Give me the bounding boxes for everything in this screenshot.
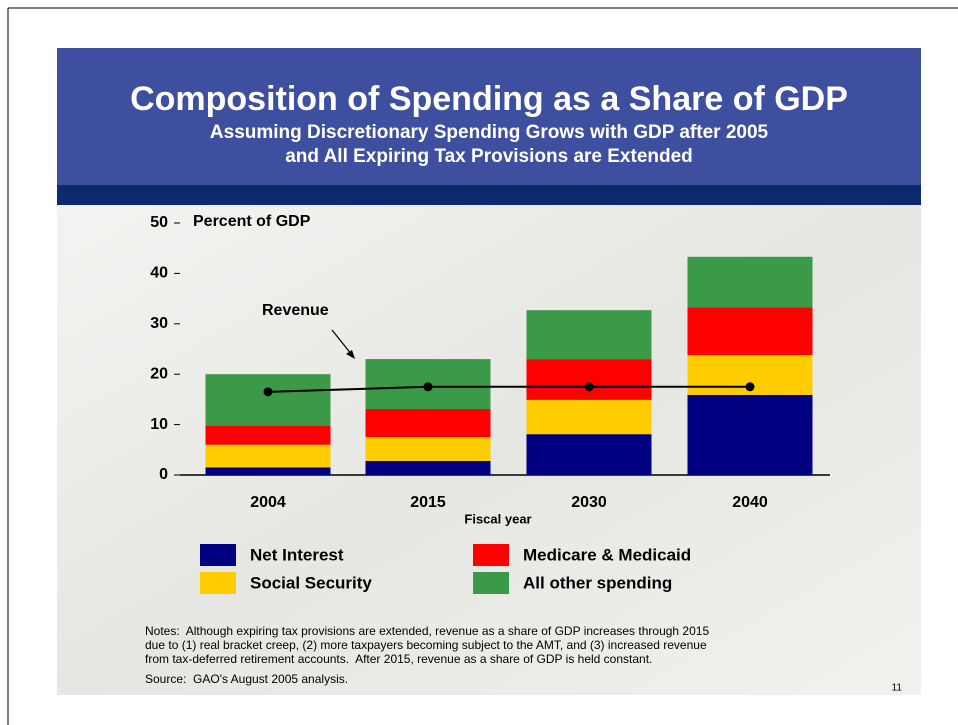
revenue-annotation: Revenue — [262, 302, 329, 319]
revenue-point — [263, 387, 273, 397]
bar-segment — [687, 256, 813, 308]
subtitle: and All Expiring Tax Provisions are Exte… — [285, 146, 693, 167]
notes: Notes: Although expiring tax provisions … — [145, 624, 709, 638]
legend-label: Net Interest — [250, 545, 344, 564]
y-tick-label: 10 — [150, 416, 168, 433]
x-tick-label: 2004 — [250, 494, 286, 511]
revenue-line — [267, 385, 750, 393]
header-stripe — [57, 185, 921, 205]
bar-segment — [205, 425, 331, 445]
x-tick-label: 2015 — [410, 494, 446, 511]
bar-segment — [526, 399, 652, 435]
revenue-point — [745, 382, 755, 392]
annotation-arrow — [331, 329, 353, 356]
bar-segment — [687, 307, 813, 356]
notes: from tax-deferred retirement accounts. A… — [145, 652, 652, 666]
revenue-point — [584, 382, 594, 392]
x-axis-label: Fiscal year — [464, 511, 531, 526]
subtitle: Assuming Discretionary Spending Grows wi… — [210, 122, 769, 143]
y-tick-label: 50 — [150, 214, 168, 231]
bar-segment — [526, 359, 652, 400]
legend-swatch — [200, 544, 236, 566]
bar-segment — [365, 460, 491, 475]
bar-segment — [205, 467, 331, 475]
y-tick-label: 0 — [159, 466, 168, 483]
legend-swatch — [473, 544, 509, 566]
legend-swatch — [473, 572, 509, 594]
y-tick-label: 20 — [150, 365, 168, 382]
legend-swatch — [200, 572, 236, 594]
bar-segment — [526, 434, 652, 475]
bar-segment — [687, 394, 813, 475]
y-axis-label: Percent of GDP — [193, 213, 311, 230]
bar-segment — [365, 437, 491, 461]
source: Source: GAO's August 2005 analysis. — [145, 672, 348, 686]
bar-segment — [205, 444, 331, 468]
y-tick-label: 30 — [150, 315, 168, 332]
legend-label: All other spending — [523, 573, 672, 592]
arrow-head — [346, 350, 355, 359]
x-tick-label: 2040 — [732, 494, 768, 511]
title: Composition of Spending as a Share of GD… — [130, 80, 848, 118]
notes: due to (1) real bracket creep, (2) more … — [145, 638, 707, 652]
header — [57, 48, 921, 185]
x-tick-label: 2030 — [571, 494, 607, 511]
revenue-point — [423, 382, 433, 392]
bar-segment — [205, 374, 331, 426]
bar-segment — [526, 310, 652, 360]
y-tick-label: 40 — [150, 265, 168, 282]
legend-label: Medicare & Medicaid — [523, 545, 691, 564]
page-number: 11 — [892, 683, 903, 694]
bar-segment — [365, 408, 491, 438]
legend-label: Social Security — [250, 573, 372, 592]
